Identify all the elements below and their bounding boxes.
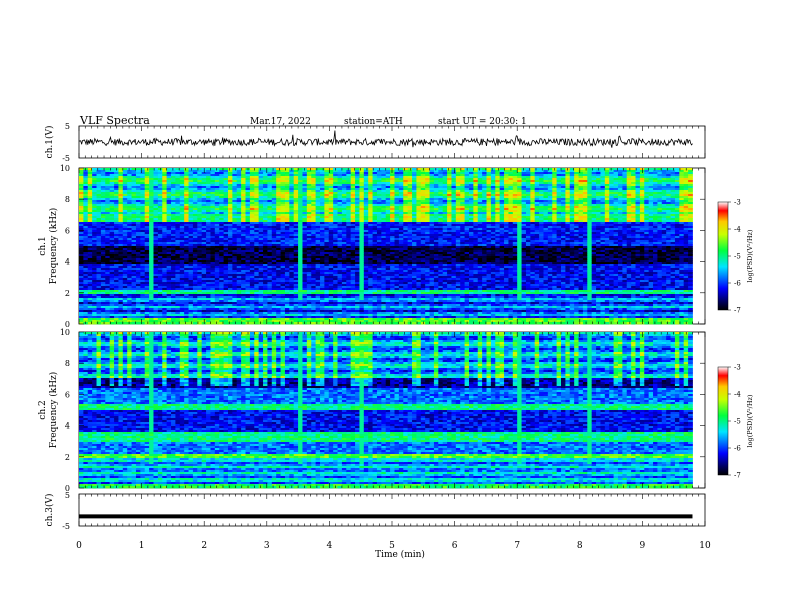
ch1-ylabel: ch.1(V) (44, 126, 55, 159)
ch1-ytick-top: 5 (65, 122, 70, 131)
ch1-waveform-panel: 5 -5 ch.1(V) (44, 122, 705, 163)
spectrogram-cell (232, 322, 237, 324)
spectrogram-cell (105, 322, 110, 324)
spectrogram-cell (162, 322, 167, 324)
spectrogram-cell (250, 322, 255, 324)
spectrogram-cell (324, 322, 329, 324)
date-label: Mar.17, 2022 (250, 117, 311, 127)
spectrogram-cell (101, 322, 106, 324)
start-time-label: start UT = 20:30: 1 (438, 117, 527, 127)
spectrogram-cell (127, 322, 132, 324)
spectrogram-cell (175, 322, 180, 324)
spectrogram-cell (281, 322, 286, 324)
spectrogram-cell (338, 322, 343, 324)
spectrogram-cell (346, 322, 351, 324)
spectrogram-cell (351, 322, 356, 324)
spectrogram-cell (140, 322, 145, 324)
spectrogram-cell (263, 322, 268, 324)
chart-title: VLF Spectra (79, 114, 150, 127)
spectrogram-cell (302, 322, 307, 324)
spectrogram-cell (267, 322, 272, 324)
ch1-ytick-bottom: -5 (62, 154, 70, 163)
spectrogram-cell (276, 322, 281, 324)
spectrogram-cell (184, 322, 189, 324)
spectrogram-cell (180, 322, 185, 324)
spectrogram-cell (132, 322, 137, 324)
spectrogram-cell (206, 322, 211, 324)
spectrogram-cell (215, 322, 220, 324)
spectrogram-cell (272, 322, 277, 324)
spectrogram-cell (342, 322, 347, 324)
spectrogram-cell (118, 322, 123, 324)
spectrogram-cell (136, 322, 141, 324)
spectrogram-cell (193, 322, 198, 324)
spectrogram-cell (123, 322, 128, 324)
spectrogram-cell (145, 322, 150, 324)
spectrogram-cell (88, 322, 93, 324)
spectrogram-cell (316, 322, 321, 324)
spectrogram-cell (97, 322, 102, 324)
spectrogram-cell (237, 322, 242, 324)
ch1-spectrogram-image (79, 168, 693, 324)
spectrogram-cell (149, 322, 154, 324)
spectrogram-cell (298, 322, 303, 324)
spectrogram-cell (83, 322, 88, 324)
spectrogram-cell (294, 322, 299, 324)
spectrogram-cell (307, 322, 312, 324)
spectrogram-cell (228, 322, 233, 324)
spectrogram-cell (189, 322, 194, 324)
spectrogram-cell (320, 322, 325, 324)
spectrogram-cell (259, 322, 264, 324)
spectrogram-cell (167, 322, 172, 324)
spectrogram-cell (92, 322, 97, 324)
spectrogram-cell (224, 322, 229, 324)
spectrogram-cell (210, 322, 215, 324)
spectrogram-cell (311, 322, 316, 324)
station-label: station=ATH (344, 117, 403, 127)
spectrogram-cell (171, 322, 176, 324)
spectrogram-cell (219, 322, 224, 324)
spectrogram-cell (254, 322, 259, 324)
